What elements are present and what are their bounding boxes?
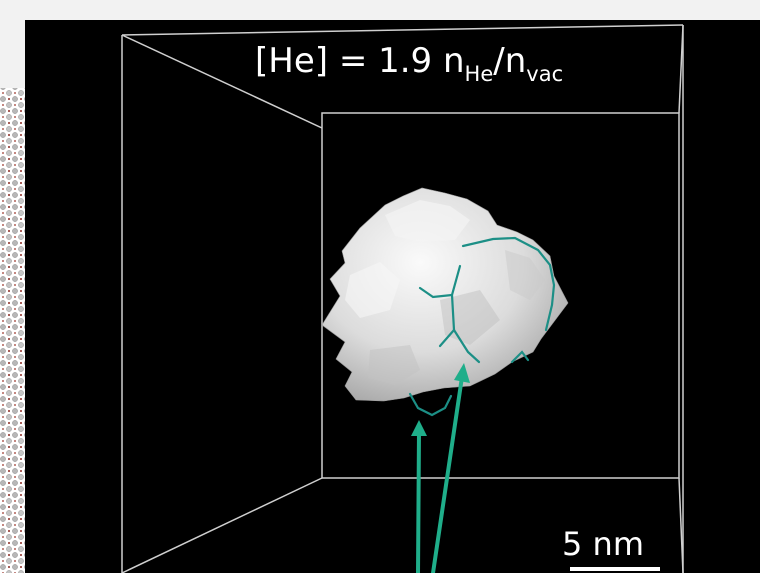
scale-bar-label: 5 nm [562,525,644,563]
pointer-arrows [411,363,470,573]
dislocation-lines [408,236,556,417]
title-subscript-vac: vac [526,62,564,86]
simulation-box-frame [121,24,684,573]
title-text: [He] = 1.9 n [255,41,465,81]
helium-concentration-label: [He] = 1.9 nHe/nvac [255,41,563,85]
title-subscript-he: He [464,62,494,86]
title-text-mid: /n [493,41,527,81]
